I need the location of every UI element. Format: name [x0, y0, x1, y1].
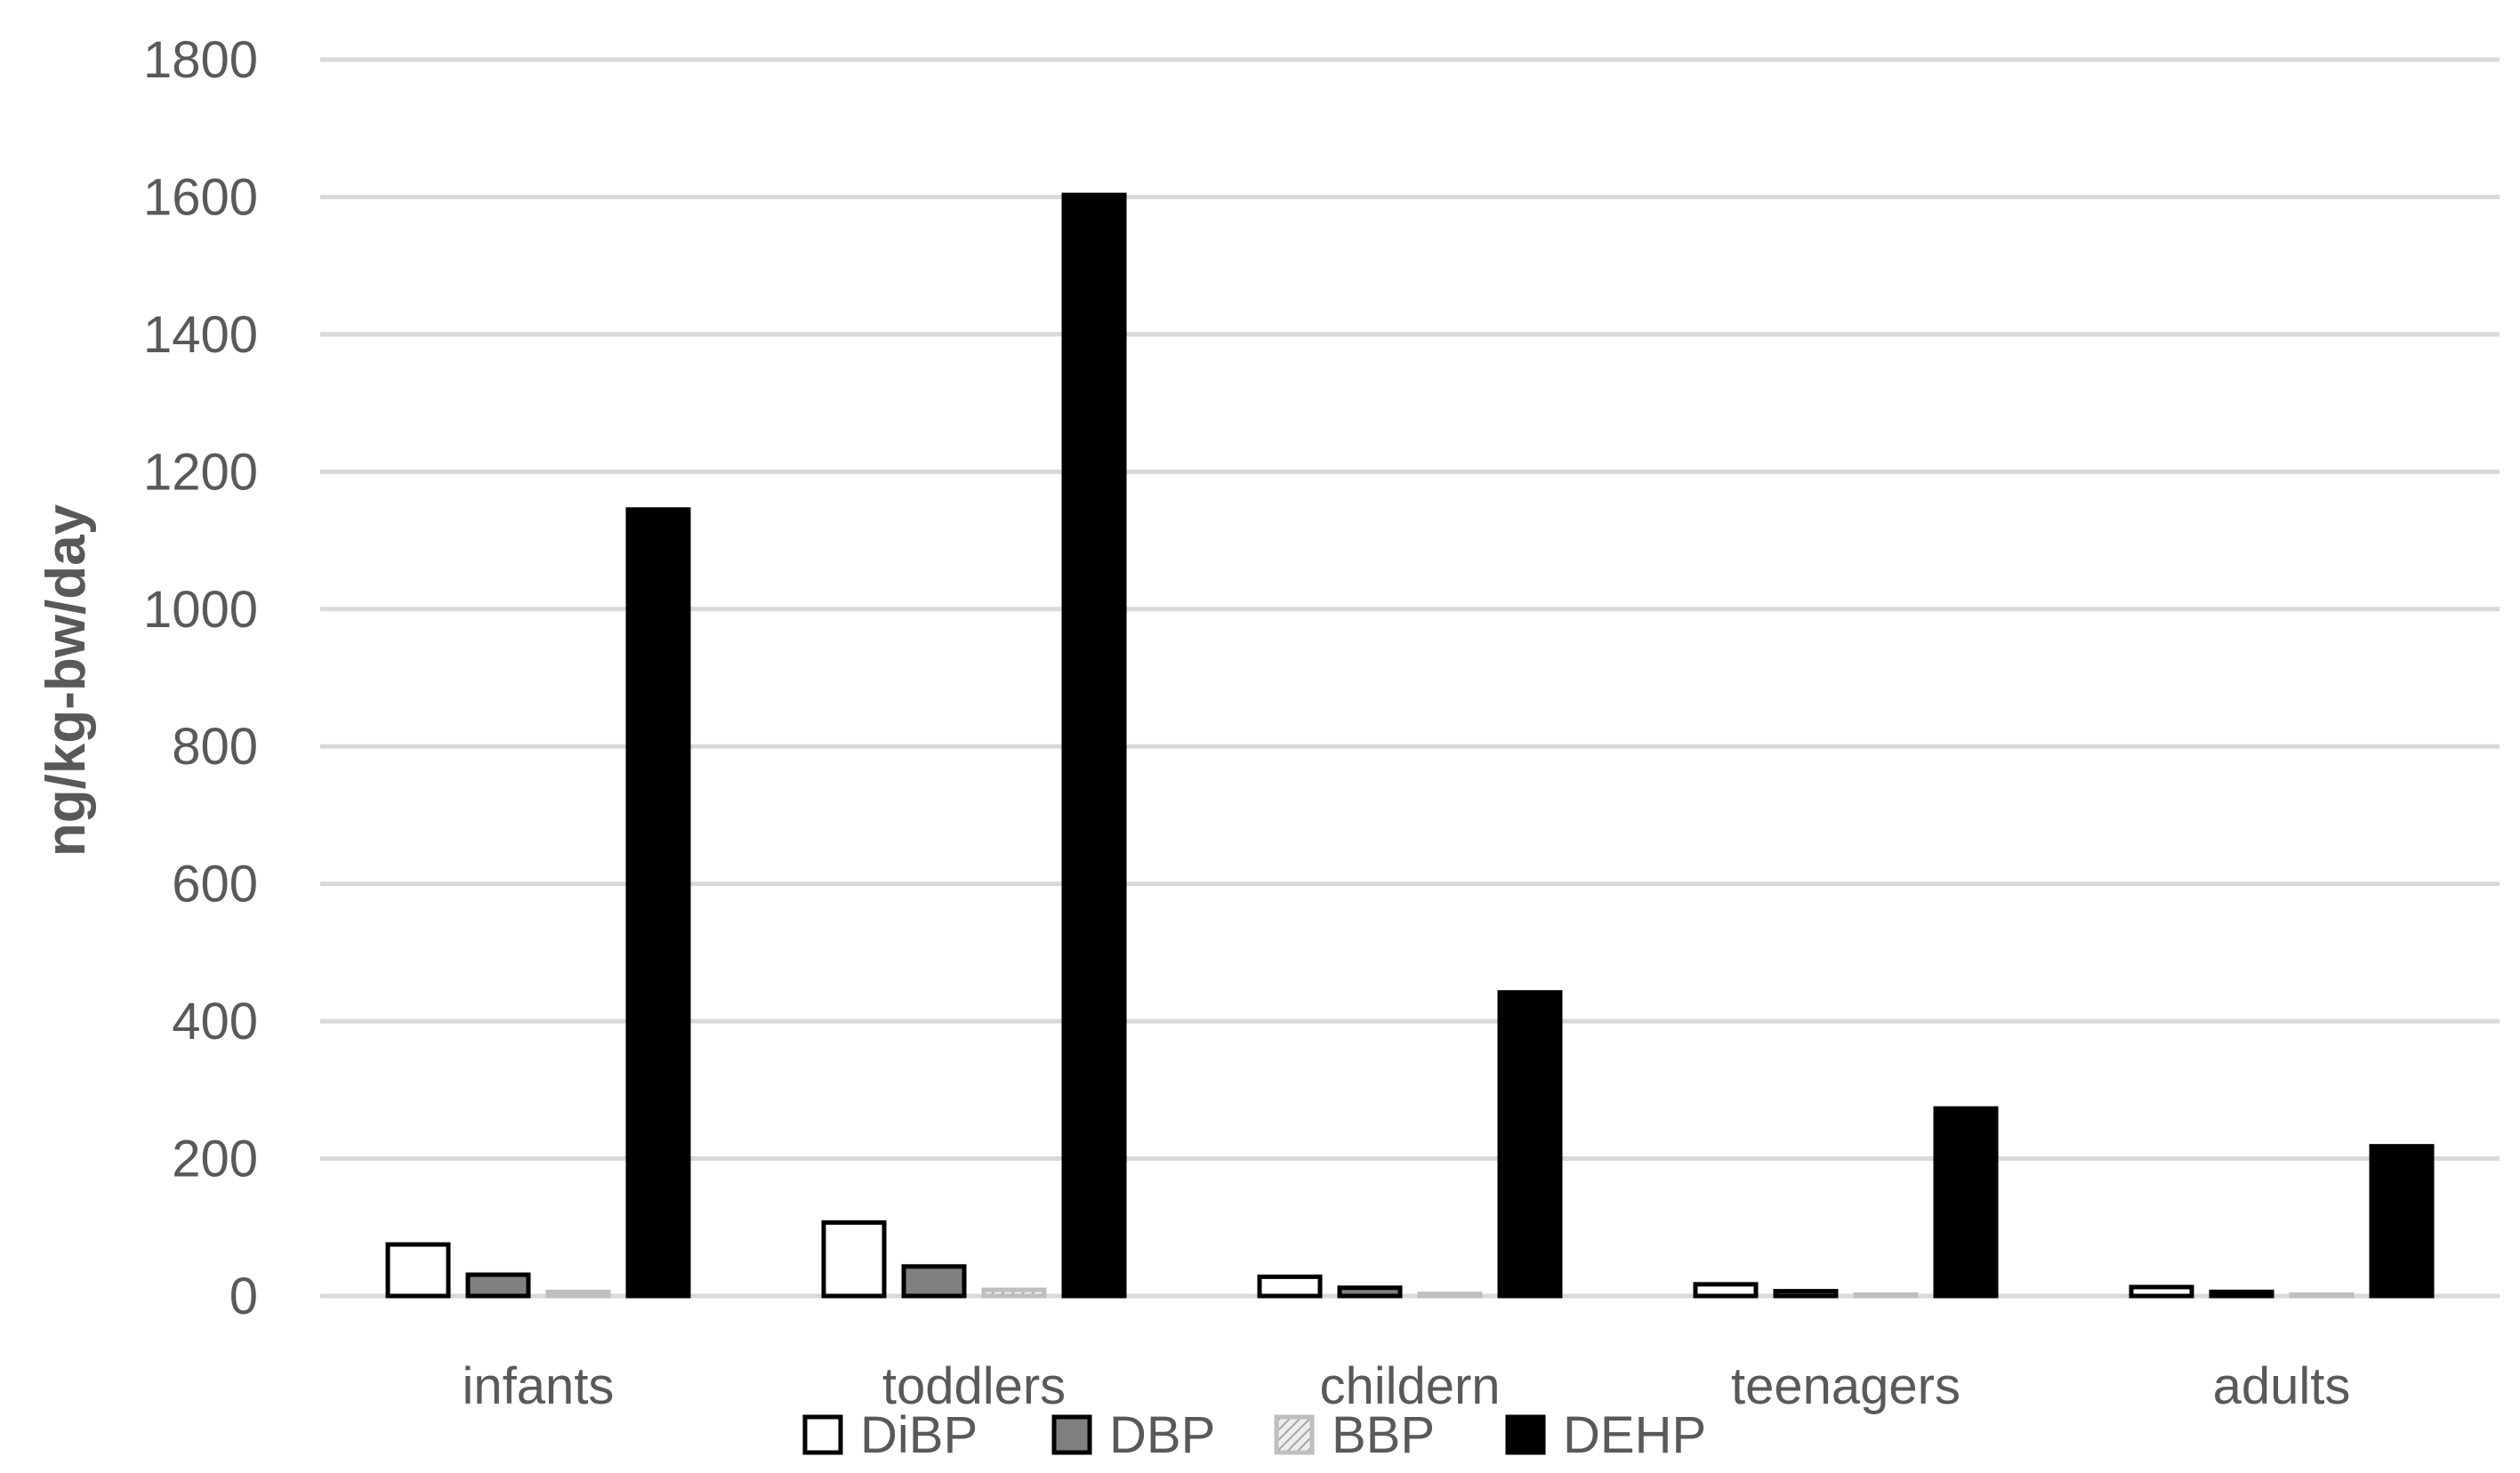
legend: DiBP DBP BBP DEHP — [802, 1406, 1706, 1464]
y-tick-label: 1200 — [143, 443, 258, 501]
x-category-label: adults — [2213, 1357, 2351, 1415]
x-category-label: childern — [1319, 1357, 1500, 1415]
y-tick-label: 0 — [229, 1268, 258, 1325]
bar-dbp-infants — [465, 1272, 531, 1299]
bar-dbp-toddlers — [901, 1264, 967, 1299]
bar-dibp-childern — [1257, 1274, 1323, 1299]
legend-label-dibp: DiBP — [860, 1406, 978, 1464]
bar-dehp-toddlers — [1061, 192, 1127, 1299]
y-tick-label: 1800 — [143, 31, 258, 89]
y-axis-title: ng/kg-bw/day — [36, 503, 97, 857]
bar-bbp-childern — [1417, 1292, 1483, 1299]
y-tick-label: 600 — [172, 856, 258, 914]
legend-swatch-dibp — [802, 1414, 843, 1455]
y-tick-label: 1400 — [143, 306, 258, 364]
bar-bbp-toddlers — [981, 1287, 1047, 1299]
y-tick-label: 1000 — [143, 581, 258, 639]
bar-dehp-infants — [625, 507, 691, 1299]
x-category-label: teenagers — [1731, 1357, 1960, 1415]
y-tick-label: 200 — [172, 1131, 258, 1188]
x-axis-categories: infants toddlers childern teenagers adults — [463, 1357, 2351, 1415]
bar-dibp-toddlers — [821, 1219, 887, 1299]
x-category-label: toddlers — [882, 1357, 1066, 1415]
legend-label-dbp: DBP — [1109, 1406, 1215, 1464]
y-tick-label: 1600 — [143, 168, 258, 226]
bar-dehp-adults — [2369, 1144, 2435, 1299]
legend-swatch-bbp — [1274, 1414, 1315, 1455]
legend-label-dehp: DEHP — [1563, 1406, 1706, 1464]
y-tick-label: 400 — [172, 993, 258, 1050]
legend-swatch-dehp — [1505, 1414, 1546, 1455]
x-category-label: infants — [463, 1357, 615, 1415]
y-axis-ticks: 0 200 400 600 800 1000 1200 1400 1600 1800 — [143, 31, 258, 1325]
bar-dbp-adults — [2209, 1289, 2274, 1299]
bar-dibp-teenagers — [1693, 1282, 1759, 1299]
bar-dibp-adults — [2129, 1284, 2194, 1299]
y-tick-label: 800 — [172, 718, 258, 776]
legend-label-bbp: BBP — [1332, 1406, 1435, 1464]
bar-dbp-teenagers — [1773, 1289, 1839, 1299]
bar-dibp-infants — [385, 1242, 451, 1299]
bar-bbp-adults — [2289, 1292, 2355, 1299]
bar-dehp-childern — [1497, 990, 1563, 1299]
bar-dbp-childern — [1337, 1285, 1403, 1299]
bar-bbp-teenagers — [1853, 1292, 1919, 1299]
legend-swatch-dbp — [1051, 1414, 1092, 1455]
bar-dehp-teenagers — [1933, 1106, 1999, 1299]
bars — [385, 192, 2435, 1299]
bar-bbp-infants — [545, 1289, 611, 1299]
